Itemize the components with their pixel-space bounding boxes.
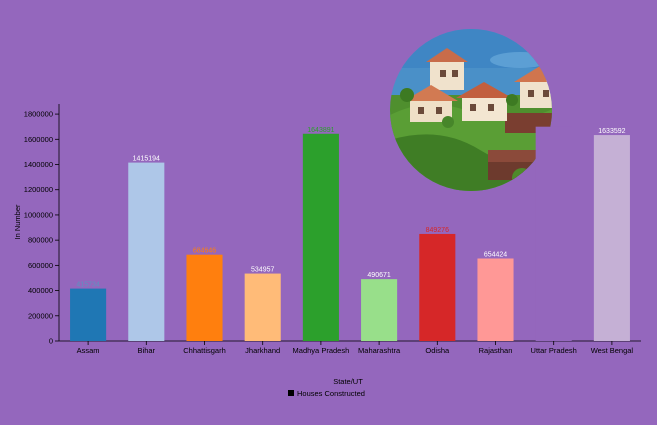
x-tick-label: West Bengal [591,346,634,355]
bar-value-label: 1633592 [598,128,625,135]
bar [302,133,339,341]
bar [244,273,281,341]
bar-value-label: 1415194 [133,156,160,163]
x-tick-label: Rajasthan [479,346,513,355]
y-tick-label: 1200000 [24,185,53,194]
bar-value-label: 534957 [251,267,274,274]
y-tick-label: 1600000 [24,135,53,144]
y-tick-label: 600000 [28,261,53,270]
x-axis-title: State/UT [333,377,363,386]
y-tick-label: 400000 [28,286,53,295]
y-tick-label: 800000 [28,236,53,245]
x-tick-label: Chhattisgarh [183,346,226,355]
bar-value-label: 415734 [76,282,99,289]
bar [128,162,165,341]
x-tick-label: Assam [77,346,100,355]
legend-label: Houses Constructed [297,389,365,398]
y-tick-label: 1000000 [24,210,53,219]
bar-value-label: 1643891 [307,127,334,134]
bar-value-label: 849276 [426,227,449,234]
y-tick-label: 0 [49,337,53,346]
x-tick-label: Jharkhand [245,346,280,355]
bar-value-label: 490671 [367,272,390,279]
y-ticks: 0 200000 400000 600000 800000 1000000 1200000 1… [24,110,59,346]
y-tick-label: 1400000 [24,160,53,169]
bar [593,135,630,341]
y-tick-label: 200000 [28,311,53,320]
bar-value-label: 654424 [484,252,507,259]
x-tick-label: Uttar Pradesh [531,346,577,355]
legend-swatch [288,390,294,396]
bar [477,258,514,341]
x-tick-label: Madhya Pradesh [293,346,350,355]
bar [535,126,572,341]
bar [361,279,398,341]
legend: Houses Constructed [288,389,365,398]
bar [419,233,456,341]
x-tick-label: Odisha [425,346,450,355]
bar [70,288,107,341]
bar-value-label: 684646 [193,248,216,255]
bar [186,254,223,341]
x-tick-label: Maharashtra [358,346,401,355]
bar-value-labels: 415734 1415194 684646 534957 1643891 490671 84… [76,127,625,289]
x-ticks: Assam Bihar Chhattisgarh Jharkhand Madhya Pr… [77,341,634,355]
y-tick-label: 1800000 [24,110,53,119]
y-axis-title: In Number [13,204,22,240]
bars [70,126,630,341]
x-tick-label: Bihar [138,346,156,355]
